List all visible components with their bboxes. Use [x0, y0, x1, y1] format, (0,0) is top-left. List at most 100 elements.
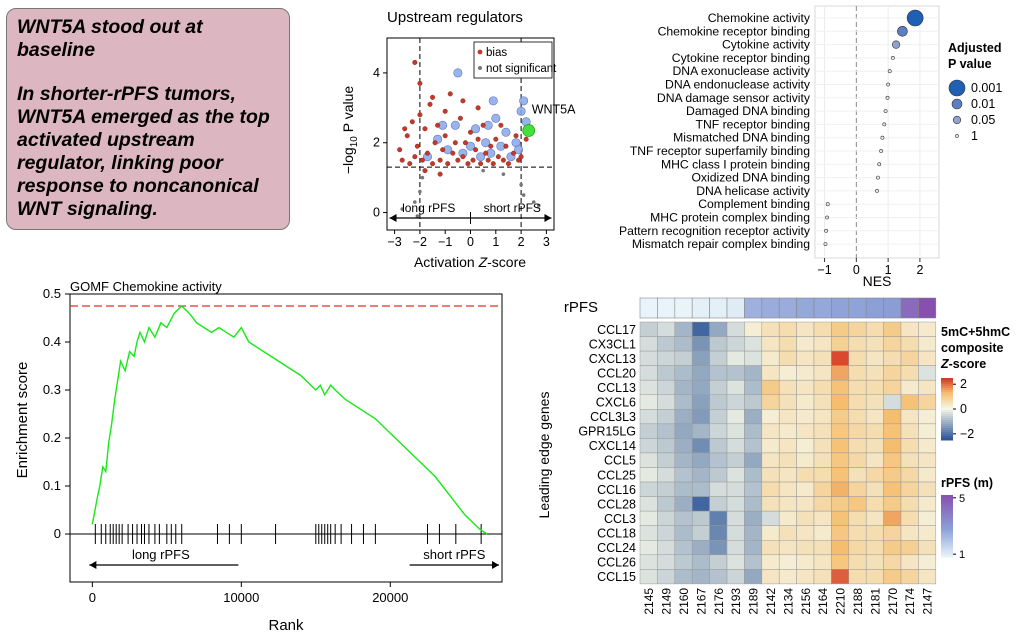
heatmap-cell — [674, 379, 693, 396]
rpfs-annotation-cell — [900, 297, 919, 319]
colorbar-segment — [941, 432, 953, 435]
heatmap-cell — [726, 409, 745, 425]
callout-body: In shorter-rPFS tumors, WNT5A emerged as… — [17, 83, 270, 220]
dotplot-point — [882, 122, 887, 127]
dotplot-term-label: DNA exonuclease activity — [672, 64, 810, 78]
heatmap-cell — [657, 452, 676, 468]
y-tick-label: 4 — [373, 66, 380, 80]
heatmap-cell — [639, 467, 658, 483]
point-not-significant — [420, 175, 425, 180]
point-bias — [404, 133, 410, 139]
heatmap-cell — [831, 540, 850, 556]
rpfs-legend-segment — [941, 517, 953, 520]
heatmap-row-label: CCL13 — [597, 381, 636, 395]
colorbar-segment — [941, 414, 953, 417]
heatmap-cell — [744, 569, 763, 585]
heatmap-cell — [726, 496, 745, 512]
rpfs-legend-tick-label: 1 — [959, 549, 965, 561]
point-bias — [490, 161, 496, 167]
point-bias — [447, 91, 453, 97]
heatmap-cell — [761, 365, 780, 381]
colorbar-segment — [941, 396, 953, 399]
heatmap-cell — [744, 525, 763, 541]
dotplot-point — [877, 162, 882, 167]
colorbar-segment — [941, 436, 953, 439]
heatmap-cell — [813, 540, 832, 556]
heatmap-cell — [761, 336, 780, 352]
heatmap-row-label: CCL17 — [597, 323, 636, 337]
rpfs-annotation-cell — [883, 297, 902, 319]
heatmap-cell — [900, 467, 919, 483]
point-bias — [432, 140, 438, 146]
colorbar-segment — [941, 424, 953, 427]
heatmap-cell — [796, 394, 815, 410]
heatmap-cell — [709, 379, 728, 396]
heatmap-cell — [796, 336, 815, 352]
heatmap-cell — [744, 481, 763, 497]
heatmap-cell — [796, 496, 815, 512]
heatmap-cell — [865, 423, 884, 439]
heatmap-cell — [691, 496, 710, 512]
heatmap-cell — [848, 481, 867, 497]
heatmap-cell — [883, 452, 902, 468]
colorbar-segment — [941, 406, 953, 409]
label-short-rpfs: short rPFS — [423, 547, 485, 562]
heatmap-cell — [761, 467, 780, 483]
heatmap-cell — [761, 438, 780, 454]
point-bias — [478, 161, 484, 167]
dotplot-x-label: NES — [863, 273, 892, 289]
heatmap-cell — [726, 423, 745, 439]
heatmap-cell — [796, 554, 815, 570]
y-tick-label: 0.2 — [43, 430, 61, 445]
point-bias — [442, 108, 448, 114]
heatmap-cell — [918, 409, 937, 425]
colorbar-segment — [941, 382, 953, 385]
heatmap-cell — [744, 438, 763, 454]
x-tick-label: 0 — [467, 235, 474, 249]
heatmap-cell — [831, 481, 850, 497]
heatmap-cell — [778, 554, 797, 570]
colorbar-segment — [941, 408, 953, 411]
point-bias — [457, 115, 463, 121]
heatmap-cell — [813, 394, 832, 410]
heatmap-cell — [639, 540, 658, 556]
dotplot-term-label: DNA endonuclease activity — [665, 78, 811, 92]
heatmap-row-label: CCL16 — [597, 483, 636, 497]
colorbar-segment — [941, 412, 953, 415]
point-not-significant — [531, 200, 536, 204]
colorbar-segment — [941, 428, 953, 431]
legend-ns-label: not significant — [486, 63, 557, 75]
heatmap-row-label: GPR15LG — [578, 425, 636, 439]
arrow-long-rpfs-head — [89, 561, 97, 569]
heatmap-cell — [883, 321, 902, 337]
heatmap-cell — [761, 350, 780, 366]
point-regulator — [501, 127, 511, 137]
dotplot-legend-label: 1 — [971, 129, 978, 143]
heatmap-cell — [883, 569, 902, 585]
heatmap-cell — [900, 379, 919, 396]
heatmap-cell — [761, 394, 780, 410]
heatmap-cell — [726, 350, 745, 366]
heatmap-cell — [674, 350, 693, 366]
point-bias — [511, 150, 517, 156]
heatmap-row-label: CCL5 — [604, 454, 636, 468]
heatmap-cell — [848, 510, 867, 526]
heatmap-cell — [726, 467, 745, 483]
heatmap-cell — [831, 365, 850, 381]
heatmap-cell — [691, 554, 710, 570]
point-bias — [450, 150, 456, 156]
heatmap-cell — [900, 525, 919, 541]
heatmap-cell — [657, 321, 676, 337]
colorbar-segment — [941, 380, 953, 383]
heatmap-cell — [726, 365, 745, 381]
heatmap-cell — [778, 423, 797, 439]
heatmap-cell — [674, 336, 693, 352]
dotplot-term-label: MHC class I protein binding — [661, 157, 810, 171]
rpfs-legend-segment — [941, 525, 953, 528]
rpfs-legend-segment — [941, 503, 953, 506]
heatmap-cell — [900, 540, 919, 556]
point-bias — [417, 80, 423, 86]
heatmap-column-label: 2134 — [781, 588, 795, 615]
enrichment-plot: GOMF Chemokine activity 0 10000 20000 0 0.1 0… — [14, 279, 503, 634]
colorbar-segment — [941, 394, 953, 397]
